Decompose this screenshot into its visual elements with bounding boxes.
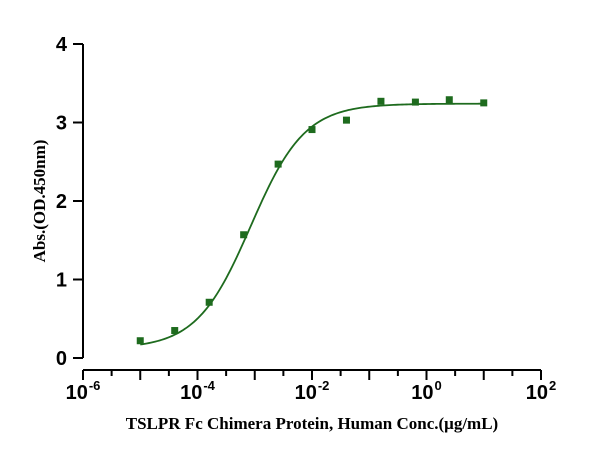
x-tick-label: 10-4 (180, 378, 216, 404)
data-point (171, 327, 179, 335)
x-tick-exponent: -6 (89, 378, 101, 393)
y-tick-label: 2 (56, 191, 67, 213)
fit-curve (140, 102, 484, 346)
y-tick-label: 3 (56, 113, 67, 135)
y-tick-label: 0 (56, 348, 67, 370)
x-tick-label: 102 (526, 378, 556, 404)
data-point (205, 298, 213, 306)
x-axis-title: TSLPR Fc Chimera Protein, Human Conc.(μg… (126, 414, 498, 433)
x-tick-base: 10 (295, 382, 317, 404)
data-point (445, 96, 453, 104)
x-axis: 10-6 10-4 10-2 100 102 (66, 369, 556, 404)
data-point (480, 99, 488, 107)
data-point (411, 98, 419, 106)
y-axis: 0 1 2 3 4 (56, 34, 84, 370)
x-ticks: 10-6 10-4 10-2 100 102 (66, 370, 556, 404)
y-ticks: 0 1 2 3 4 (56, 34, 83, 370)
x-tick-base: 10 (66, 382, 88, 404)
data-point (342, 116, 350, 124)
x-tick-base: 10 (180, 382, 202, 404)
x-tick-label: 100 (411, 378, 441, 404)
y-tick-label: 1 (56, 270, 67, 292)
x-tick-exponent: -4 (203, 378, 215, 393)
data-points (136, 96, 488, 345)
data-point (240, 231, 248, 239)
x-tick-exponent: 2 (549, 378, 556, 393)
x-tick-base: 10 (526, 382, 548, 404)
x-tick-label: 10-6 (66, 378, 101, 404)
x-tick-exponent: 0 (435, 378, 442, 393)
x-tick-exponent: -2 (318, 378, 330, 393)
data-point (308, 126, 316, 134)
x-tick-base: 10 (411, 382, 433, 404)
x-tick-label: 10-2 (295, 378, 330, 404)
data-point (136, 337, 144, 345)
y-tick-label: 4 (56, 34, 68, 56)
data-point (377, 97, 385, 105)
y-axis-title: Abs.(OD.450nm) (30, 140, 49, 263)
data-point (274, 160, 282, 168)
